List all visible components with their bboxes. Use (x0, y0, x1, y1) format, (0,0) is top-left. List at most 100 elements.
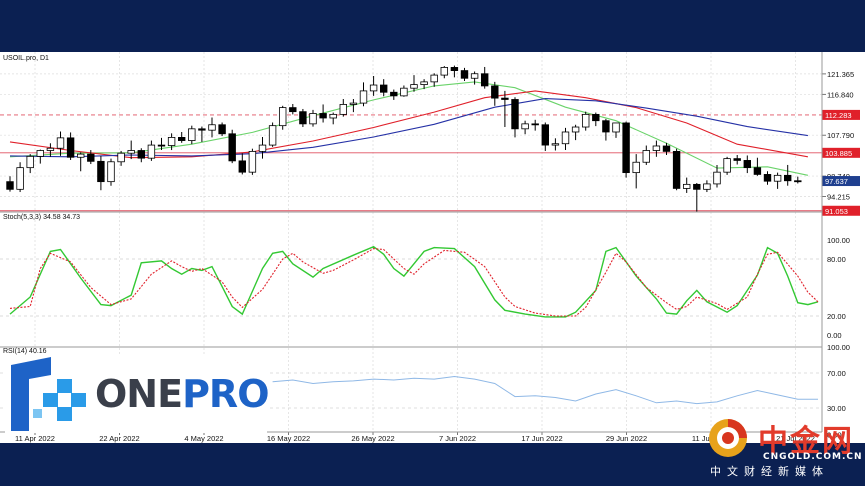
candle-body (46, 147, 55, 151)
cngold-logo-icon (709, 419, 747, 457)
candle-body (420, 81, 428, 85)
candle (289, 103, 297, 115)
onepro-wordmark-pro: PRO (182, 372, 269, 416)
candle (683, 177, 691, 193)
candle-body (652, 145, 661, 151)
candle-body (26, 155, 34, 169)
candle (602, 118, 610, 141)
candle-body (602, 120, 610, 133)
rsi-label: RSI(14) 40.16 (3, 348, 47, 355)
candle-body (87, 153, 95, 162)
candle-body (430, 74, 438, 83)
candle (571, 124, 580, 141)
candle-body (561, 131, 570, 145)
candle-body (531, 123, 539, 126)
candle (309, 109, 317, 127)
candle (66, 132, 75, 160)
cngold-name: 中金网 (758, 424, 854, 459)
candle (561, 127, 570, 151)
cngold-url: CNGOLD.COM.CN (763, 452, 863, 462)
candle-body (582, 113, 590, 128)
candle (87, 150, 95, 165)
candle (794, 176, 802, 184)
candle (97, 155, 105, 191)
candle-body (56, 137, 65, 149)
stochastic-tick-label: 80.00 (827, 255, 846, 264)
candle-body (632, 161, 640, 174)
candle-body (541, 124, 549, 146)
price-level-badge (822, 205, 860, 216)
candle (410, 75, 418, 92)
candle-body (36, 150, 44, 157)
candle-body (733, 158, 741, 161)
rsi-tick-label: 100.00 (827, 343, 850, 352)
candle-body (107, 161, 115, 183)
time-tick-label: 16 May 2022 (267, 434, 310, 443)
candle (339, 99, 347, 117)
candle (208, 117, 216, 138)
candle-body (521, 123, 529, 130)
candle (582, 111, 590, 131)
candle-body (329, 113, 337, 119)
candle-body (662, 145, 671, 152)
candle (390, 89, 398, 100)
candle-body (410, 84, 418, 89)
candle (592, 112, 600, 127)
candle (77, 152, 85, 172)
time-tick-label: 26 May 2022 (351, 434, 394, 443)
price-axis: 121.365116.840107.79098.74094.215112.283… (822, 70, 860, 216)
candle-body (773, 174, 782, 182)
candle (450, 65, 459, 78)
candle (248, 148, 257, 175)
candle-body (723, 158, 731, 173)
candle (167, 133, 176, 151)
stochastic-label: Stoch(5,3,3) 34.58 34.73 (3, 214, 80, 221)
rsi-tick-label: 0.00 (827, 430, 842, 439)
candle-body (258, 144, 267, 152)
candle (420, 79, 428, 90)
candle (117, 150, 125, 166)
candle-body (460, 70, 469, 79)
candle-body (480, 73, 489, 87)
rsi-line (272, 375, 818, 405)
candle-body (66, 137, 75, 158)
candle (238, 153, 246, 175)
candle (713, 164, 721, 188)
time-tick-label: 21 Jul 2022 (776, 434, 815, 443)
candle-body (642, 150, 650, 163)
candle (784, 164, 792, 186)
candle (218, 122, 226, 137)
candle-body (188, 128, 196, 141)
candle-body (147, 144, 156, 159)
price-level-label: 97.637 (825, 177, 848, 186)
candle (703, 180, 711, 193)
candle-body (501, 97, 509, 100)
candle-body (339, 104, 347, 115)
price-level-label: 112.283 (825, 111, 852, 120)
candle-body (6, 181, 14, 190)
candle-body (683, 183, 691, 189)
candle (763, 171, 772, 185)
candle-body (127, 150, 135, 154)
cngold-tagline: 中文财经新媒体 (710, 465, 829, 478)
time-tick-label: 7 Jun 2022 (439, 434, 476, 443)
candlesticks (6, 65, 802, 213)
candle-body (440, 67, 448, 76)
time-tick-label: 11 Apr 2022 (15, 434, 55, 443)
stochastic-panel: 100.00 80.00 20.00 0.00 (0, 236, 850, 340)
candle (612, 122, 620, 138)
candle (157, 137, 166, 151)
candle-body (784, 174, 792, 182)
candle (642, 145, 650, 165)
candle-body (743, 160, 751, 169)
candle (480, 66, 489, 89)
time-tick-label: 17 Jun 2022 (521, 434, 562, 443)
price-tick-label: 116.840 (827, 90, 854, 99)
candle-body (289, 107, 297, 113)
candle-body (693, 183, 701, 190)
candle-body (228, 133, 236, 162)
candle (400, 85, 408, 97)
candle (460, 67, 469, 81)
candle-body (763, 174, 772, 182)
candle-body (491, 85, 499, 99)
